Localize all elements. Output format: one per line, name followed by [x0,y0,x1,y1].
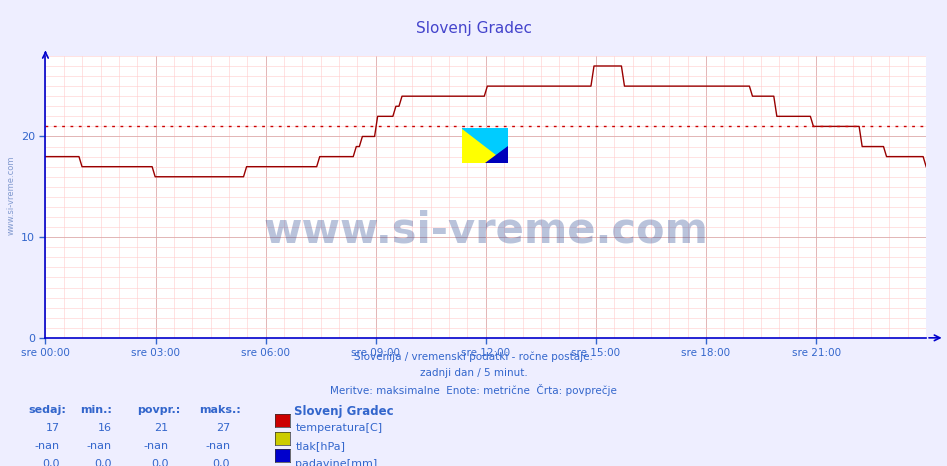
Text: -nan: -nan [86,441,112,451]
Text: temperatura[C]: temperatura[C] [295,423,383,433]
Text: Slovenj Gradec: Slovenj Gradec [416,21,531,36]
Polygon shape [462,128,508,163]
Text: 17: 17 [45,423,60,433]
Text: -nan: -nan [205,441,230,451]
Text: 16: 16 [98,423,112,433]
Text: -nan: -nan [143,441,169,451]
Text: 0,0: 0,0 [43,459,60,466]
Text: zadnji dan / 5 minut.: zadnji dan / 5 minut. [420,368,527,378]
Text: sedaj:: sedaj: [28,405,66,415]
Text: padavine[mm]: padavine[mm] [295,459,378,466]
Text: www.si-vreme.com: www.si-vreme.com [7,156,16,235]
Text: povpr.:: povpr.: [137,405,181,415]
Text: 0,0: 0,0 [152,459,169,466]
Polygon shape [485,145,508,163]
Text: -nan: -nan [34,441,60,451]
Text: tlak[hPa]: tlak[hPa] [295,441,346,451]
Polygon shape [462,128,508,163]
Text: 27: 27 [216,423,230,433]
Text: 0,0: 0,0 [213,459,230,466]
Text: maks.:: maks.: [199,405,241,415]
Text: www.si-vreme.com: www.si-vreme.com [263,210,708,252]
Text: min.:: min.: [80,405,113,415]
Text: 21: 21 [154,423,169,433]
Text: Slovenj Gradec: Slovenj Gradec [294,405,393,418]
Text: 0,0: 0,0 [95,459,112,466]
Text: Slovenija / vremenski podatki - ročne postaje.: Slovenija / vremenski podatki - ročne po… [354,352,593,363]
Text: Meritve: maksimalne  Enote: metrične  Črta: povprečje: Meritve: maksimalne Enote: metrične Črta… [331,384,616,397]
